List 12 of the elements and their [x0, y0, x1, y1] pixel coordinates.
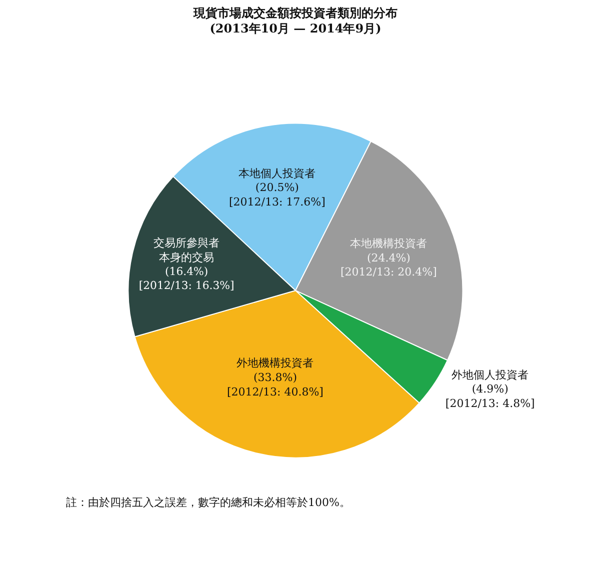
slice-label: 本地個人投資者: [238, 166, 316, 180]
slice-label: 交易所參與者本身的交易: [154, 236, 220, 264]
slice-label: 外地個人投資者: [452, 368, 529, 382]
data-label: (24.4%) [2012/13: 20.4%]: [340, 251, 437, 279]
chart-title: 現貨市場成交金額按投資者類別的分布 (2013年10月 — 2014年9月): [192, 6, 398, 36]
slice-label: 外地機構投資者: [236, 356, 314, 370]
data-label: (33.8%) [2012/13: 40.8%]: [227, 370, 324, 398]
text: 註：由於四捨五入之誤差，數字的總和未必相等於100%。: [66, 496, 350, 509]
data-label: (16.4%) [2012/13: 16.3%]: [138, 264, 234, 292]
data-label: (4.9%) [2012/13: 4.8%]: [445, 382, 535, 410]
data-label: (20.5%) [2012/13: 17.6%]: [228, 181, 326, 208]
slice-label: 本地機構投資者: [350, 237, 428, 250]
